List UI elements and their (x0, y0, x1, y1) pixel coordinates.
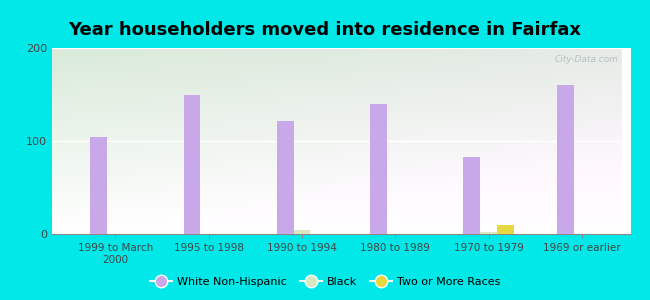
Bar (480, 232, 497, 234)
Legend: White Non-Hispanic, Black, Two or More Races: White Non-Hispanic, Black, Two or More R… (146, 273, 504, 291)
Bar (463, 157, 480, 234)
Bar (370, 104, 387, 234)
Bar (90, 137, 107, 234)
Text: City-Data.com: City-Data.com (555, 56, 619, 64)
Bar (294, 230, 311, 234)
Text: Year householders moved into residence in Fairfax: Year householders moved into residence i… (68, 21, 582, 39)
Bar (497, 225, 514, 234)
Bar (277, 121, 294, 234)
Bar (557, 85, 573, 234)
Bar (183, 94, 200, 234)
